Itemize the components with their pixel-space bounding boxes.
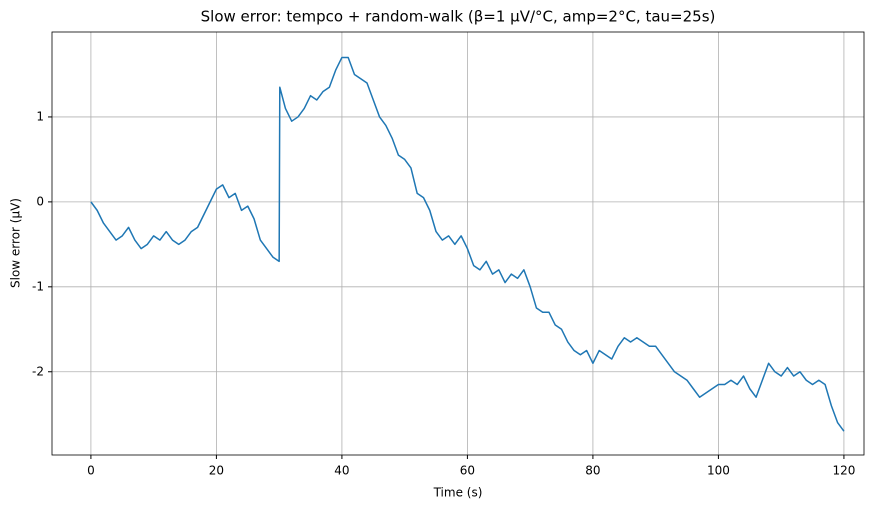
- x-tick-label: 60: [460, 464, 475, 478]
- x-tick-label: 0: [87, 464, 95, 478]
- x-tick-label: 100: [707, 464, 730, 478]
- x-tick-label: 20: [209, 464, 224, 478]
- x-tick-label: 120: [832, 464, 855, 478]
- chart-title: Slow error: tempco + random-walk (β=1 µV…: [201, 8, 716, 26]
- y-tick-label: -2: [32, 364, 44, 378]
- x-tick-label: 40: [334, 464, 349, 478]
- y-tick-label: 0: [36, 194, 44, 208]
- plot-frame: [51, 31, 865, 456]
- y-tick-label: -1: [32, 279, 44, 293]
- data-line: [90, 56, 845, 432]
- y-tick-label: 1: [36, 109, 44, 123]
- x-axis-label: Time (s): [433, 486, 483, 500]
- y-axis-label: Slow error (µV): [9, 198, 23, 288]
- x-tick-label: 80: [585, 464, 600, 478]
